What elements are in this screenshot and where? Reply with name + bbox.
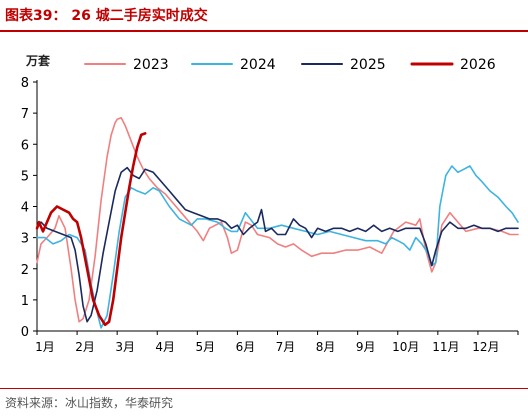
figure-source: 资料来源：冰山指数，华泰研究 xyxy=(5,396,174,410)
x-tick-label: 4月 xyxy=(155,340,175,354)
series-line-2023 xyxy=(36,117,519,323)
y-tick-label: 6 xyxy=(21,138,29,153)
x-tick-label: 9月 xyxy=(356,340,376,354)
y-tick-label: 4 xyxy=(21,201,29,216)
y-tick-label: 0 xyxy=(21,325,29,340)
x-tick-label: 8月 xyxy=(316,340,336,354)
chart-axes: 0 1 2 3 4 5 6 7 8 1月 2月 3月 4月 5月 6月 7月 8月 9月 10月 11月 12月 xyxy=(21,76,519,354)
header-rule xyxy=(0,30,528,32)
x-tick-label: 10月 xyxy=(392,340,419,354)
x-tick-label: 2月 xyxy=(75,340,95,354)
figure-title: 图表39： 26 城二手房实时成交 xyxy=(5,8,208,24)
x-tick-label: 3月 xyxy=(115,340,135,354)
series-line-2025 xyxy=(36,166,519,323)
x-tick-label: 5月 xyxy=(196,340,216,354)
legend-label-2024: 2024 xyxy=(240,57,276,73)
series-line-2026 xyxy=(35,132,147,327)
legend-label-2025: 2025 xyxy=(350,57,386,73)
legend-label-2023: 2023 xyxy=(133,57,169,73)
y-tick-label: 8 xyxy=(21,76,29,91)
y-axis-unit: 万套 xyxy=(26,54,51,68)
line-chart: 0 1 2 3 4 5 6 7 8 1月 2月 3月 4月 5月 6月 7月 8月 9月 10月 11月 12月 202… xyxy=(21,57,519,354)
x-tick-label: 12月 xyxy=(472,340,499,354)
x-tick-label: 7月 xyxy=(276,340,296,354)
x-tick-label: 11月 xyxy=(432,340,459,354)
series-line-2024 xyxy=(36,165,519,329)
y-tick-label: 1 xyxy=(21,294,29,309)
chart-legend: 2023 2024 2025 2026 xyxy=(84,57,496,73)
y-tick-label: 5 xyxy=(21,169,29,184)
x-tick-label: 6月 xyxy=(236,340,256,354)
y-tick-label: 7 xyxy=(21,107,29,122)
legend-label-2026: 2026 xyxy=(460,57,496,73)
footer-rule xyxy=(0,388,528,389)
series-layer xyxy=(35,117,519,329)
y-tick-label: 2 xyxy=(21,263,29,278)
x-tick-label: 1月 xyxy=(35,340,55,354)
figure-header: 图表39： 26 城二手房实时成交 xyxy=(0,0,528,28)
y-tick-label: 3 xyxy=(21,232,29,247)
